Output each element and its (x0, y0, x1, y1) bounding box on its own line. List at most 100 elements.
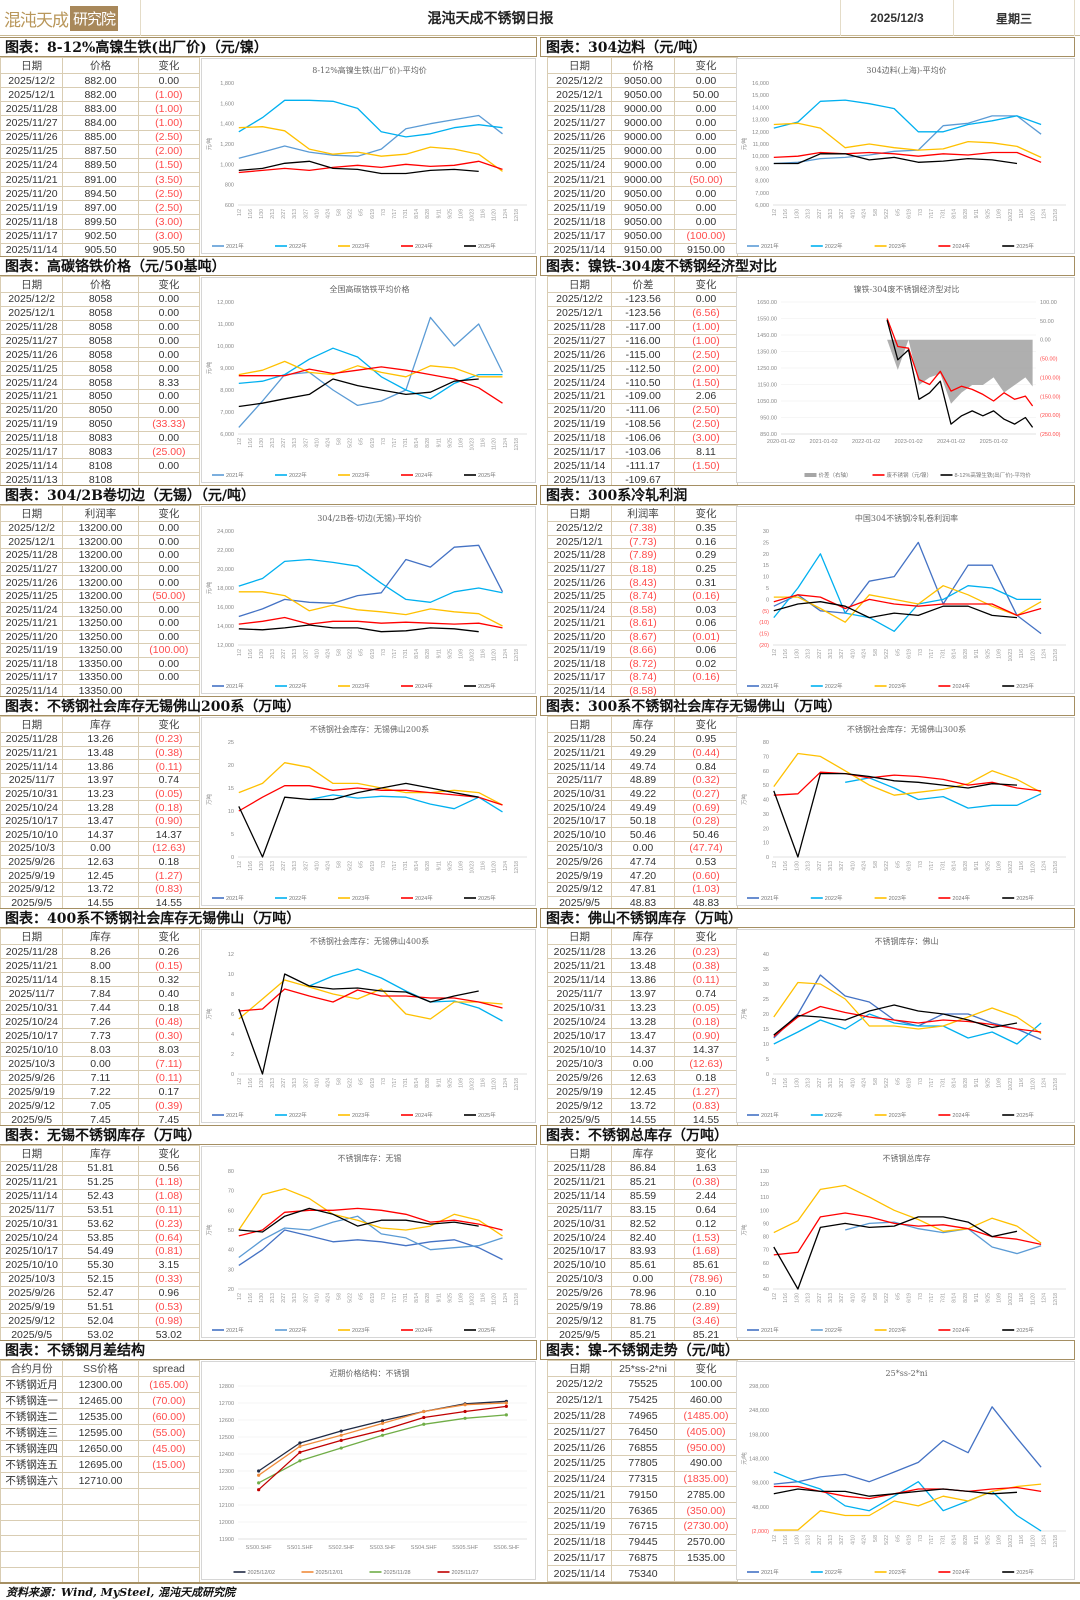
change-cell (137, 1535, 201, 1553)
change-cell: 0.10 (674, 1285, 738, 1301)
value-cell: 13250.00 (62, 629, 139, 645)
y-tick-label: (20) (759, 643, 769, 649)
series-line-1 (773, 1471, 1042, 1532)
x-tick-label: 12/4 (503, 1293, 509, 1303)
value-cell: 47.81 (611, 882, 675, 897)
y-tick-label: 60 (763, 1261, 769, 1267)
x-tick-label: 7/31 (940, 1078, 946, 1088)
series-line-2 (238, 1188, 503, 1237)
change-cell (137, 1503, 201, 1521)
date-cell: 2025/11/14 (547, 242, 612, 258)
y-tick-label: 10,000 (217, 344, 234, 350)
x-tick-label: 9/25 (985, 1535, 991, 1545)
value-cell: -111.17 (611, 458, 675, 474)
x-tick-label: 7/31 (940, 649, 946, 659)
date-cell: 2025/9/19 (547, 868, 612, 884)
table-row: 2025/10/24 53.85 (0.64) (0, 1230, 201, 1246)
table-row: 2025/11/14 13.86 (0.11) (0, 759, 201, 774)
date-cell: 2025/11/24 (547, 375, 612, 391)
change-cell: (1.50) (674, 375, 738, 391)
value-cell: -117.00 (611, 319, 675, 335)
table-row: 2025/11/21 8.00 (0.15) (0, 958, 201, 973)
x-tick-label: 3/27 (839, 1078, 845, 1088)
date-cell: 2025/11/17 (0, 228, 64, 244)
legend-label: 2021年 (761, 1111, 779, 1119)
legend-label: 2021年 (226, 242, 244, 250)
date-cell: 2025/11/19 (547, 643, 612, 658)
y-tick-label: 10 (763, 1042, 769, 1048)
x-tick-label: 3/27 (303, 438, 309, 448)
company-logo: 混沌天成 研究院 (4, 4, 136, 32)
value-cell: 13.23 (62, 786, 139, 802)
y-tick-label: 20 (228, 763, 234, 769)
x-tick-label: 7/17 (929, 1293, 935, 1303)
value-cell: 885.00 (62, 129, 139, 145)
x-tick-label: 7/17 (929, 1078, 935, 1088)
series-line-2 (238, 591, 503, 627)
value-cell: (8.66) (611, 643, 675, 658)
data-point-marker (463, 1409, 467, 1414)
date-cell: 2025/11/7 (547, 1202, 612, 1218)
series-line-3 (773, 771, 1042, 796)
y-axis-label: 元/吨 (205, 361, 213, 374)
value-cell: 897.00 (62, 200, 139, 216)
x-tick-label: 3/13 (828, 1535, 834, 1545)
y-tick-label: 0 (766, 855, 769, 861)
data-point-marker (339, 1433, 343, 1437)
date-cell: 2025/10/3 (547, 1271, 612, 1287)
value-cell: 13.72 (611, 1098, 675, 1113)
value-cell: 9000.00 (611, 115, 675, 131)
column-header: 日期 (0, 716, 64, 733)
x-tick-label: 8/14 (952, 861, 958, 871)
change-cell: (0.53) (137, 1299, 201, 1315)
y-tick-label: 80 (763, 1235, 769, 1241)
date-cell: 2025/11/18 (0, 214, 64, 230)
x-tick-label: 12/4 (1042, 1078, 1048, 1088)
date-cell: 2025/11/14 (547, 972, 612, 987)
y-tick-label: 5 (231, 832, 234, 838)
x-tick-label: 11/6 (481, 209, 487, 219)
value-cell: 0.00 (611, 1271, 675, 1287)
y-tick-label: 50 (228, 1228, 234, 1234)
x-tick-label: 6/5 (895, 209, 901, 216)
x-tick-label: 2/27 (817, 649, 823, 659)
y-axis-label: 万吨 (205, 1008, 213, 1020)
x-tick-label: 10/9 (997, 649, 1003, 659)
date-cell: 2025/11/26 (547, 1439, 612, 1456)
x-tick-label: 1/30 (259, 861, 265, 871)
x-tick-label: 6/5 (895, 649, 901, 656)
date-cell: 2025/11/7 (0, 986, 64, 1001)
table-row: 2025/11/26 9000.00 0.00 (547, 129, 738, 145)
value-cell: 12650.00 (62, 1440, 139, 1457)
x-tick-label: 6/19 (370, 209, 376, 219)
change-cell: (2.50) (674, 347, 738, 363)
change-cell: (100.00) (674, 228, 738, 244)
column-header: 日期 (547, 716, 612, 733)
legend-label: 2024年 (952, 242, 970, 250)
x-tick-label: 2020-01-02 (767, 439, 795, 445)
x-tick-label: 2/13 (270, 1293, 276, 1303)
table-row: 2025/9/5 7.45 7.45 (0, 1112, 201, 1127)
y-tick-label: 70 (763, 1248, 769, 1254)
legend-label: 2023年 (889, 1111, 907, 1119)
value-cell: 884.00 (62, 115, 139, 131)
value-cell: 13200.00 (62, 521, 139, 536)
x-category-label: SS01.SHF (287, 1545, 314, 1551)
table-row: 2025/10/3 0.00 (47.74) (547, 841, 738, 856)
date-cell: 不锈钢连二 (0, 1408, 64, 1425)
x-tick-label: 12/18 (514, 1078, 520, 1091)
table-row: 2025/11/27 13200.00 0.00 (0, 561, 201, 577)
table-row: 2025/12/2 75525 100.00 (547, 1376, 738, 1393)
date-cell: 2025/11/20 (547, 1502, 612, 1520)
section-title: 图表：304/2B卷切边（无锡）（元/吨） (0, 485, 537, 505)
column-header: 日期 (0, 1145, 64, 1162)
table-row: 2025/11/19 9050.00 0.00 (547, 200, 738, 216)
date-cell: 2025/12/1 (0, 305, 64, 321)
y-tick-label: 10,000 (752, 154, 769, 160)
chart-9: 不锈钢库存：佛山 0 5 10 15 20 25 30 35 40 万吨 1/2 1/16 1/30 2/1… (736, 929, 1075, 1123)
column-header: 日期 (547, 928, 612, 945)
table-header-row: 日期 库存 变化 (547, 1145, 738, 1162)
date-cell: 2025/9/19 (0, 868, 64, 884)
y-tick-label: 12000 (219, 1520, 234, 1526)
value-cell: 78.86 (611, 1299, 675, 1315)
